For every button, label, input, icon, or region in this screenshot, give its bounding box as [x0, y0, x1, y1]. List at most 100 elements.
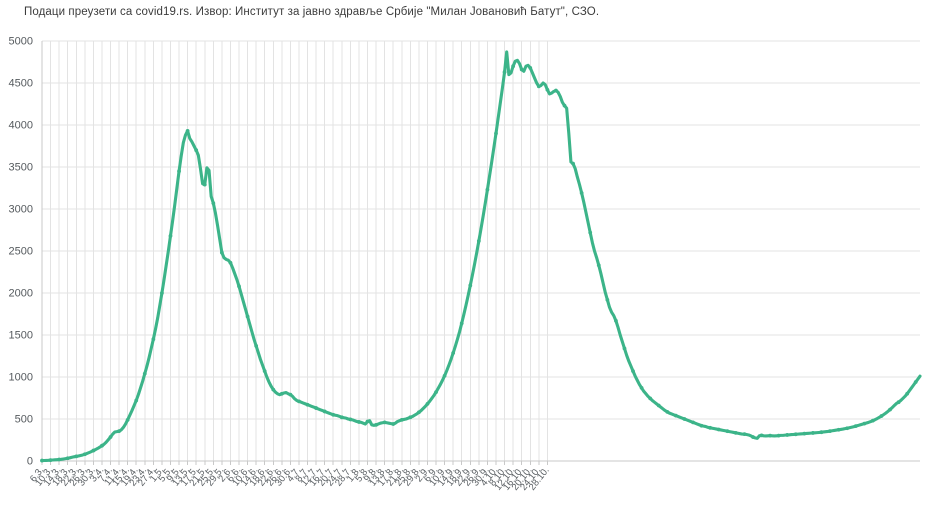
series-point — [245, 314, 250, 319]
series-point — [108, 435, 113, 439]
series-point — [177, 169, 181, 174]
series-point — [665, 409, 670, 414]
series-point — [896, 400, 901, 405]
series-point — [793, 432, 798, 437]
series-point — [202, 182, 207, 187]
horizontal-gridlines — [42, 40, 920, 462]
series-point — [528, 65, 533, 70]
series-point — [117, 429, 121, 434]
series-point — [776, 433, 781, 438]
series-point — [322, 409, 327, 414]
series-point — [519, 67, 524, 72]
series-point — [691, 420, 695, 425]
y-tick-label: 1000 — [9, 372, 33, 384]
series-point — [468, 283, 473, 288]
y-tick-label: 4500 — [9, 78, 33, 90]
series-point — [828, 429, 832, 433]
series-point — [656, 403, 661, 408]
series-point — [279, 391, 284, 396]
series-point — [870, 418, 875, 423]
series-point — [451, 351, 456, 355]
series-point — [382, 420, 387, 425]
series-point — [596, 263, 601, 268]
series-point — [74, 454, 79, 459]
series-point — [391, 422, 396, 426]
series-point — [297, 399, 301, 404]
series-point — [811, 431, 815, 435]
series-point — [57, 457, 62, 462]
series-point — [219, 250, 224, 255]
series-point — [733, 430, 738, 435]
y-tick-label: 5000 — [9, 36, 33, 48]
series-point — [853, 424, 858, 429]
series-point — [168, 233, 173, 238]
x-axis-tick-labels: 6.3.10.3.14.3.18.3.22.3.26.3.30.3.3.4.7.… — [28, 465, 552, 493]
series-point — [845, 426, 850, 431]
series-point — [142, 371, 147, 376]
data-series-active-cases[interactable] — [40, 50, 922, 463]
series-point — [888, 407, 892, 412]
y-tick-label: 3500 — [9, 162, 33, 174]
series-point — [579, 191, 584, 195]
series-point — [905, 391, 910, 396]
series-point — [194, 148, 199, 153]
series-point — [554, 88, 558, 93]
series-point — [442, 373, 447, 378]
series-point — [314, 406, 319, 410]
plot-area: 0 500 1000 1500 2000 2500 3000 3500 4000 4500 5000… — [0, 28, 940, 506]
series-point — [151, 337, 156, 342]
line-chart-svg: 0 500 1000 1500 2000 2500 3000 3500 4000 4500 5000… — [9, 36, 922, 493]
series-point — [614, 318, 618, 323]
series-point — [511, 64, 516, 69]
series-point — [836, 427, 841, 432]
series-point — [100, 443, 104, 448]
series-point — [408, 415, 413, 420]
series-point — [562, 103, 567, 108]
series-point — [588, 230, 593, 235]
series-point — [237, 284, 241, 289]
series-point — [879, 414, 884, 418]
series-point — [339, 415, 344, 420]
series-point — [785, 433, 790, 437]
series-point — [742, 432, 747, 437]
series-point — [605, 297, 610, 302]
series-point — [708, 425, 713, 430]
series-point — [228, 260, 233, 265]
series-point — [365, 419, 370, 424]
series-point — [639, 386, 644, 390]
y-axis-tick-labels: 0 500 1000 1500 2000 2500 3000 3500 4000 4500 5000 — [9, 36, 33, 468]
chart-caption: Подаци преузети са covid19.rs. Извор: Ин… — [24, 6, 600, 18]
series-point — [434, 390, 438, 395]
series-point — [751, 435, 755, 439]
series-point — [536, 84, 541, 89]
series-point — [802, 431, 807, 436]
series-point — [262, 369, 267, 374]
series-point — [485, 187, 490, 192]
series-point — [494, 131, 498, 136]
y-tick-label: 2000 — [9, 288, 33, 300]
series-line[interactable] — [40, 50, 922, 463]
y-tick-label: 500 — [15, 414, 33, 426]
series-point — [759, 433, 764, 438]
series-point — [699, 423, 704, 428]
series-point — [91, 448, 96, 453]
y-tick-label: 1500 — [9, 330, 33, 342]
series-point — [622, 346, 627, 351]
series-point — [631, 369, 635, 374]
series-point — [65, 456, 70, 461]
series-point — [331, 412, 336, 417]
y-tick-label: 2500 — [9, 246, 33, 258]
series-point — [125, 417, 130, 422]
series-point — [374, 422, 378, 427]
series-point — [725, 429, 730, 434]
vertical-gridlines — [41, 41, 548, 465]
series-point — [271, 387, 276, 392]
series-point — [134, 398, 139, 403]
series-point — [417, 410, 421, 415]
series-point — [40, 458, 44, 463]
series-point — [425, 401, 430, 406]
series-point — [545, 87, 550, 92]
series-point — [913, 380, 918, 384]
series-point — [348, 417, 353, 422]
